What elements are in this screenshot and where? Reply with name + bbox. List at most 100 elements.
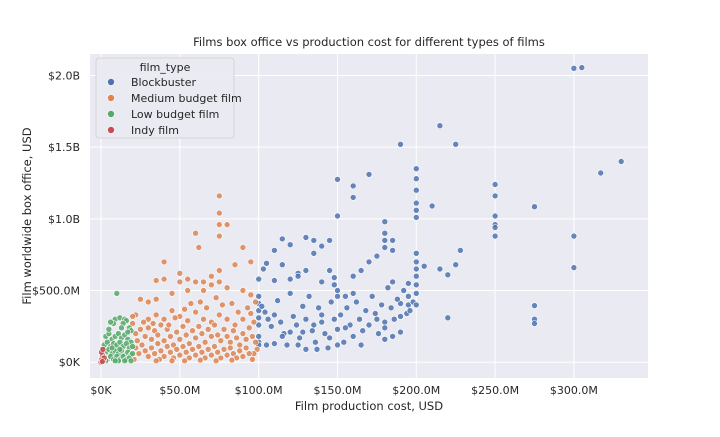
y-tick-labels: $0K $500.0M $1.0B $1.5B $2.0B — [32, 70, 81, 370]
point-medium-budget-film — [200, 278, 207, 286]
x-tick-label: $0K — [90, 384, 112, 397]
point-medium-budget-film — [242, 344, 250, 352]
point-blockbuster — [302, 345, 310, 353]
point-medium-budget-film — [208, 333, 215, 340]
point-medium-budget-film — [141, 347, 149, 355]
legend-box — [95, 57, 235, 139]
x-tick-label: $200.0M — [392, 384, 440, 397]
point-blockbuster — [318, 278, 326, 286]
point-blockbuster — [293, 321, 300, 329]
point-medium-budget-film — [214, 331, 221, 339]
point-medium-budget-film — [231, 321, 239, 329]
point-blockbuster — [357, 267, 365, 274]
point-medium-budget-film — [231, 261, 239, 269]
point-blockbuster — [412, 207, 420, 214]
point-blockbuster — [452, 141, 460, 148]
point-blockbuster — [531, 302, 538, 309]
point-medium-budget-film — [216, 221, 223, 228]
point-medium-budget-film — [195, 244, 203, 251]
point-blockbuster — [412, 258, 420, 266]
point-blockbuster — [444, 271, 452, 279]
point-medium-budget-film — [220, 345, 228, 353]
point-blockbuster — [436, 122, 444, 129]
point-blockbuster — [343, 304, 351, 312]
point-blockbuster — [263, 259, 270, 267]
x-tick-label: $100.0M — [235, 384, 283, 397]
point-medium-budget-film — [212, 357, 220, 365]
point-blockbuster — [321, 330, 329, 337]
point-blockbuster — [412, 165, 420, 172]
point-blockbuster — [255, 321, 263, 329]
point-blockbuster — [389, 333, 396, 340]
point-blockbuster — [286, 241, 294, 248]
point-low-budget-film — [111, 357, 119, 365]
point-medium-budget-film — [250, 318, 258, 326]
legend-label-low-budget-film: Low budget film — [131, 108, 219, 121]
point-blockbuster — [278, 235, 286, 243]
point-blockbuster — [261, 308, 269, 316]
point-medium-budget-film — [204, 325, 212, 333]
point-medium-budget-film — [208, 351, 215, 359]
point-medium-budget-film — [134, 337, 141, 345]
point-blockbuster — [315, 304, 322, 312]
point-low-budget-film — [124, 328, 132, 336]
point-medium-budget-film — [173, 345, 180, 353]
point-blockbuster — [302, 267, 310, 274]
point-medium-budget-film — [132, 330, 139, 337]
point-medium-budget-film — [228, 300, 236, 307]
point-blockbuster — [406, 307, 414, 314]
point-medium-budget-film — [234, 308, 242, 316]
point-blockbuster — [313, 345, 321, 353]
point-blockbuster — [299, 302, 307, 310]
point-medium-budget-film — [208, 272, 215, 280]
point-medium-budget-film — [160, 315, 168, 323]
point-medium-budget-film — [216, 209, 223, 217]
x-tick-label: $250.0M — [471, 384, 519, 397]
point-blockbuster — [294, 272, 302, 280]
point-medium-budget-film — [195, 343, 203, 350]
point-blockbuster — [330, 274, 338, 281]
point-medium-budget-film — [154, 340, 162, 347]
point-medium-budget-film — [184, 287, 191, 294]
point-medium-budget-film — [176, 269, 184, 277]
point-medium-budget-film — [173, 328, 180, 336]
point-medium-budget-film — [245, 350, 253, 357]
point-medium-budget-film — [249, 333, 256, 340]
point-medium-budget-film — [152, 295, 160, 303]
point-blockbuster — [381, 318, 389, 326]
point-blockbuster — [334, 325, 341, 333]
point-blockbuster — [375, 330, 382, 337]
point-blockbuster — [283, 341, 291, 349]
point-blockbuster — [491, 212, 499, 220]
point-low-budget-film — [105, 325, 113, 333]
point-low-budget-film — [113, 290, 121, 297]
point-blockbuster — [570, 264, 578, 271]
point-blockbuster — [405, 280, 412, 287]
point-blockbuster — [381, 335, 389, 343]
point-medium-budget-film — [137, 325, 144, 333]
point-blockbuster — [390, 315, 398, 323]
point-blockbuster — [412, 214, 420, 221]
x-axis-label: Film production cost, USD — [295, 399, 443, 413]
point-medium-budget-film — [197, 298, 204, 306]
point-medium-budget-film — [216, 267, 223, 274]
point-medium-budget-film — [181, 357, 188, 365]
point-medium-budget-film — [167, 333, 174, 340]
point-medium-budget-film — [252, 338, 259, 346]
point-medium-budget-film — [239, 353, 247, 360]
point-blockbuster — [444, 314, 452, 322]
point-medium-budget-film — [186, 340, 193, 347]
point-medium-budget-film — [129, 313, 136, 320]
point-blockbuster — [337, 311, 344, 319]
point-blockbuster — [362, 307, 370, 314]
point-medium-budget-film — [145, 298, 152, 306]
point-blockbuster — [342, 292, 349, 300]
point-medium-budget-film — [182, 348, 190, 356]
point-blockbuster — [457, 247, 464, 254]
point-blockbuster — [271, 247, 278, 254]
point-blockbuster — [349, 333, 357, 340]
point-blockbuster — [405, 292, 412, 300]
point-medium-budget-film — [223, 351, 231, 359]
legend-title: film_type — [140, 61, 191, 74]
point-low-budget-film — [129, 350, 136, 357]
